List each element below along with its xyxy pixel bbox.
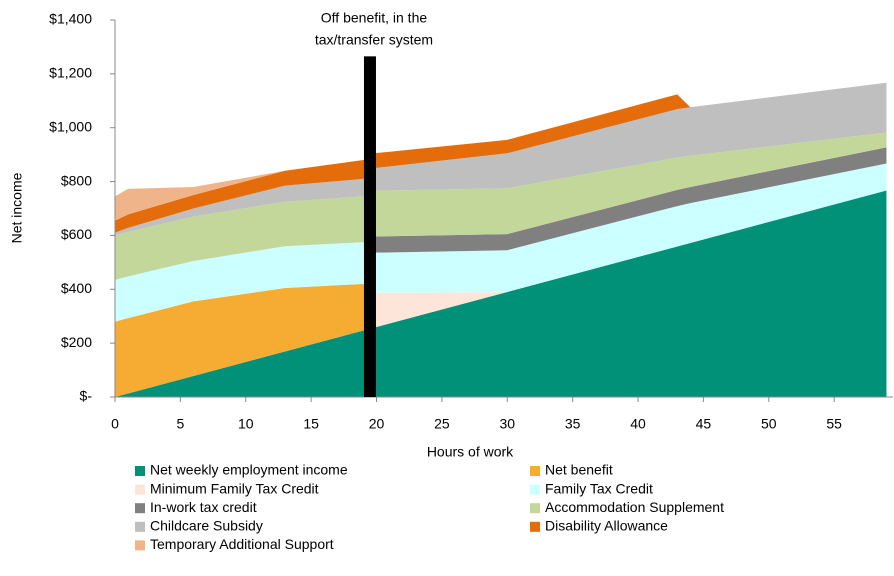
legend-label: In-work tax credit <box>150 499 257 515</box>
legend-label: Disability Allowance <box>545 518 668 534</box>
x-tick-label: 40 <box>630 416 646 432</box>
annotation-bar <box>363 56 376 397</box>
y-tick-label: $200 <box>61 334 92 350</box>
area <box>115 82 887 236</box>
x-tick-label: 0 <box>111 416 119 432</box>
y-tick-label: $800 <box>61 172 92 188</box>
x-tick-label: 10 <box>238 416 254 432</box>
legend-label: Minimum Family Tax Credit <box>150 480 319 496</box>
y-tick-label: $600 <box>61 226 92 242</box>
area <box>115 132 887 280</box>
y-tick-label: $1,000 <box>49 118 92 134</box>
x-tick-label: 35 <box>565 416 581 432</box>
y-tick-label: $400 <box>61 280 92 296</box>
legend-label: Net benefit <box>545 462 613 478</box>
legend-swatch <box>530 503 540 514</box>
legend-swatch <box>135 503 145 514</box>
x-tick-label: 15 <box>303 416 319 432</box>
legend-label: Temporary Additional Support <box>150 536 334 552</box>
legend-label: Childcare Subsidy <box>150 518 263 534</box>
legend-swatch <box>530 484 540 495</box>
area <box>115 190 887 397</box>
area <box>115 190 887 397</box>
y-tick-label: $- <box>80 388 93 404</box>
x-axis-label: Hours of work <box>427 444 514 460</box>
legend-swatch <box>135 540 145 551</box>
x-tick-label: 30 <box>499 416 515 432</box>
legend-swatch <box>135 521 145 532</box>
legend-label: Accommodation Supplement <box>545 499 724 515</box>
legend-label: Family Tax Credit <box>545 480 653 496</box>
annotation-text: Off benefit, in the <box>321 10 428 26</box>
annotation-text: tax/transfer system <box>315 32 433 48</box>
legend-swatch <box>530 521 540 532</box>
x-tick-label: 25 <box>434 416 450 432</box>
x-tick-label: 50 <box>761 416 777 432</box>
y-axis-label: Net income <box>9 172 25 243</box>
x-tick-label: 55 <box>826 416 842 432</box>
legend-label: Net weekly employment income <box>150 462 348 478</box>
y-tick-label: $1,400 <box>49 11 92 27</box>
legend-swatch <box>530 466 540 476</box>
area <box>115 163 887 322</box>
x-tick-label: 5 <box>176 416 184 432</box>
x-tick-label: 45 <box>696 416 712 432</box>
y-tick-label: $1,200 <box>49 65 92 81</box>
legend-swatch <box>135 466 145 476</box>
legend-swatch <box>135 484 145 495</box>
x-tick-label: 20 <box>369 416 385 432</box>
